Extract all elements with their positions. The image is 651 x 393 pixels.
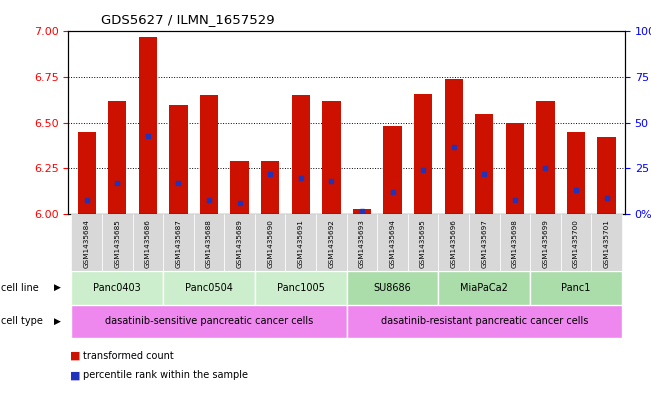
Bar: [77, 132, 96, 214]
Text: Panc0504: Panc0504: [185, 283, 233, 293]
Bar: [72, 214, 102, 271]
Text: MiaPaCa2: MiaPaCa2: [460, 283, 508, 293]
Text: GSM1435696: GSM1435696: [450, 219, 457, 268]
Bar: [536, 101, 555, 214]
Text: Panc1005: Panc1005: [277, 283, 325, 293]
Bar: [499, 214, 530, 271]
Bar: [408, 214, 438, 271]
Bar: [530, 271, 622, 305]
Bar: [469, 214, 499, 271]
Bar: [506, 123, 524, 214]
Bar: [346, 271, 438, 305]
Text: ■: ■: [70, 370, 81, 380]
Bar: [591, 214, 622, 271]
Text: GSM1435700: GSM1435700: [573, 219, 579, 268]
Text: percentile rank within the sample: percentile rank within the sample: [83, 370, 248, 380]
Bar: [225, 214, 255, 271]
Text: ▶: ▶: [54, 317, 61, 325]
Bar: [346, 305, 622, 338]
Bar: [261, 161, 279, 214]
Text: GSM1435686: GSM1435686: [145, 219, 151, 268]
Text: GSM1435685: GSM1435685: [115, 219, 120, 268]
Text: SU8686: SU8686: [374, 283, 411, 293]
Text: dasatinib-sensitive pancreatic cancer cells: dasatinib-sensitive pancreatic cancer ce…: [105, 316, 313, 326]
Text: GSM1435697: GSM1435697: [481, 219, 488, 268]
Bar: [561, 214, 591, 271]
Text: GSM1435701: GSM1435701: [603, 219, 609, 268]
Text: GDS5627 / ILMN_1657529: GDS5627 / ILMN_1657529: [101, 13, 275, 26]
Bar: [567, 132, 585, 214]
Bar: [200, 95, 218, 214]
Bar: [316, 214, 346, 271]
Bar: [72, 305, 346, 338]
Bar: [72, 271, 163, 305]
Text: GSM1435695: GSM1435695: [420, 219, 426, 268]
Bar: [475, 114, 493, 214]
Bar: [438, 214, 469, 271]
Text: GSM1435691: GSM1435691: [298, 219, 304, 268]
Bar: [194, 214, 225, 271]
Text: dasatinib-resistant pancreatic cancer cells: dasatinib-resistant pancreatic cancer ce…: [381, 316, 588, 326]
Bar: [108, 101, 126, 214]
Text: GSM1435684: GSM1435684: [84, 219, 90, 268]
Bar: [286, 214, 316, 271]
Bar: [292, 95, 310, 214]
Bar: [163, 214, 194, 271]
Text: GSM1435699: GSM1435699: [542, 219, 548, 268]
Bar: [133, 214, 163, 271]
Bar: [346, 214, 377, 271]
Text: GSM1435688: GSM1435688: [206, 219, 212, 268]
Bar: [139, 37, 157, 214]
Text: cell line: cell line: [1, 283, 39, 293]
Text: GSM1435690: GSM1435690: [267, 219, 273, 268]
Text: Panc1: Panc1: [561, 283, 590, 293]
Text: Panc0403: Panc0403: [93, 283, 141, 293]
Bar: [163, 271, 255, 305]
Bar: [530, 214, 561, 271]
Text: ▶: ▶: [54, 283, 61, 292]
Bar: [102, 214, 133, 271]
Bar: [255, 271, 346, 305]
Bar: [169, 105, 187, 214]
Bar: [377, 214, 408, 271]
Text: GSM1435698: GSM1435698: [512, 219, 518, 268]
Text: GSM1435689: GSM1435689: [236, 219, 243, 268]
Bar: [445, 79, 463, 214]
Bar: [438, 271, 530, 305]
Text: GSM1435693: GSM1435693: [359, 219, 365, 268]
Text: transformed count: transformed count: [83, 351, 174, 361]
Text: cell type: cell type: [1, 316, 43, 326]
Bar: [383, 127, 402, 214]
Text: GSM1435694: GSM1435694: [389, 219, 396, 268]
Text: GSM1435687: GSM1435687: [176, 219, 182, 268]
Text: GSM1435692: GSM1435692: [328, 219, 335, 268]
Bar: [322, 101, 340, 214]
Bar: [230, 161, 249, 214]
Bar: [255, 214, 286, 271]
Bar: [598, 138, 616, 214]
Text: ■: ■: [70, 351, 81, 361]
Bar: [414, 94, 432, 214]
Bar: [353, 209, 371, 214]
